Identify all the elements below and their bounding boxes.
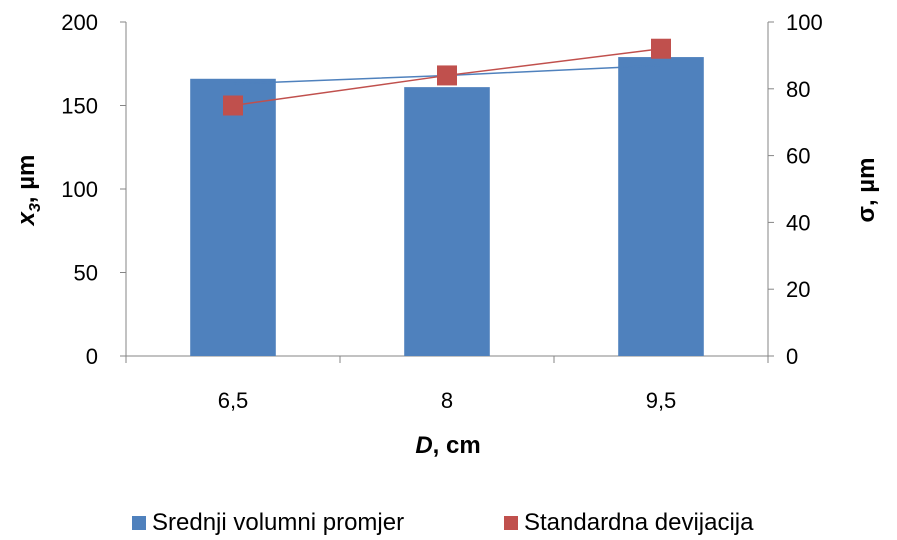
y-right-tick-label: 60 — [786, 144, 810, 169]
y-axis-left-title: x3, µm — [13, 155, 44, 228]
x-tick-label: 6,5 — [218, 388, 249, 413]
tick-labels: 0 50 100 150 200 0 20 40 60 80 100 6,5 8 9,5 — [61, 10, 822, 413]
legend: Srednji volumni promjer Standardna devij… — [132, 509, 754, 536]
legend-label-line: Standardna devijacija — [524, 509, 754, 536]
y-right-tick-label: 80 — [786, 77, 810, 102]
y-left-tick-label: 50 — [74, 261, 98, 286]
y-right-tick-label: 40 — [786, 210, 810, 235]
lines — [223, 38, 671, 116]
y-left-tick-label: 0 — [86, 344, 98, 369]
y-right-tick-label: 0 — [786, 344, 798, 369]
y-left-tick-label: 200 — [61, 10, 98, 35]
line-marker — [437, 65, 457, 86]
y-axis-right-title: σ, µm — [853, 158, 880, 223]
y-left-tick-label: 100 — [61, 177, 98, 202]
x-tick-label: 9,5 — [646, 388, 677, 413]
y-right-tick-label: 100 — [786, 10, 823, 35]
y-left-tick-label: 150 — [61, 94, 98, 119]
bar — [404, 87, 490, 356]
bar — [618, 57, 704, 356]
legend-swatch-line — [504, 516, 518, 530]
legend-label-bar: Srednji volumni promjer — [152, 509, 404, 536]
line-marker — [223, 95, 243, 116]
line-marker — [651, 38, 671, 59]
y-right-tick-label: 20 — [786, 277, 810, 302]
legend-swatch-bar — [132, 516, 146, 530]
x-axis-title: D, cm — [415, 432, 480, 459]
bar — [190, 78, 276, 356]
x-tick-label: 8 — [441, 388, 453, 413]
bars — [190, 57, 704, 356]
